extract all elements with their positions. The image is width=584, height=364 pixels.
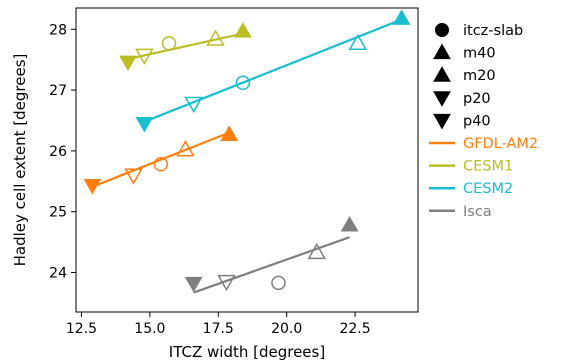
data-point bbox=[220, 125, 239, 141]
y-tick-label: 24 bbox=[49, 265, 67, 281]
fit-line bbox=[92, 131, 230, 188]
legend-label: p40 bbox=[463, 113, 491, 129]
data-point bbox=[206, 29, 225, 46]
data-point bbox=[271, 275, 286, 291]
fit-line bbox=[143, 18, 402, 123]
data-point bbox=[217, 274, 236, 292]
data-point bbox=[135, 117, 154, 133]
y-tick-label: 25 bbox=[49, 205, 67, 221]
legend-marker bbox=[433, 113, 451, 130]
data-point bbox=[348, 33, 368, 51]
y-axis-label: Hadley cell extent [degrees] bbox=[11, 54, 29, 267]
fit-line bbox=[127, 32, 244, 61]
y-tick-label: 28 bbox=[49, 22, 67, 38]
legend-label: Isca bbox=[463, 204, 492, 220]
legend-label: m40 bbox=[463, 46, 496, 62]
data-point bbox=[83, 179, 102, 195]
x-tick-label: 22.5 bbox=[339, 321, 370, 337]
legend-label: m20 bbox=[463, 68, 496, 84]
data-point bbox=[161, 36, 177, 51]
data-point bbox=[392, 9, 411, 25]
y-tick-label: 26 bbox=[49, 144, 67, 160]
x-axis-label: ITCZ width [degrees] bbox=[169, 343, 325, 361]
data-point bbox=[235, 75, 251, 91]
data-point bbox=[234, 22, 252, 38]
data-point bbox=[153, 157, 169, 172]
data-point bbox=[119, 55, 137, 72]
legend-label: CESM2 bbox=[463, 181, 513, 197]
data-point bbox=[124, 168, 143, 185]
legend-label: p20 bbox=[463, 91, 491, 107]
y-tick-label: 27 bbox=[49, 83, 67, 99]
legend-label: CESM1 bbox=[463, 159, 513, 175]
x-tick-label: 20.0 bbox=[271, 321, 302, 337]
data-point bbox=[135, 48, 154, 65]
legend-label: itcz-slab bbox=[463, 23, 523, 39]
fit-line bbox=[193, 236, 350, 294]
legend-marker bbox=[433, 91, 451, 107]
x-tick-label: 15.0 bbox=[134, 321, 165, 337]
data-point bbox=[176, 140, 195, 157]
data-point bbox=[307, 242, 327, 260]
data-point bbox=[340, 216, 359, 232]
x-tick-label: 17.5 bbox=[203, 321, 234, 337]
legend-label: GFDL-AM2 bbox=[463, 136, 538, 152]
data-point bbox=[184, 96, 203, 113]
plot-frame bbox=[75, 7, 419, 313]
legend-marker bbox=[433, 66, 451, 82]
legend-marker bbox=[435, 23, 449, 37]
x-tick-label: 12.5 bbox=[66, 321, 97, 337]
legend-marker bbox=[433, 43, 451, 60]
data-point bbox=[184, 276, 203, 293]
